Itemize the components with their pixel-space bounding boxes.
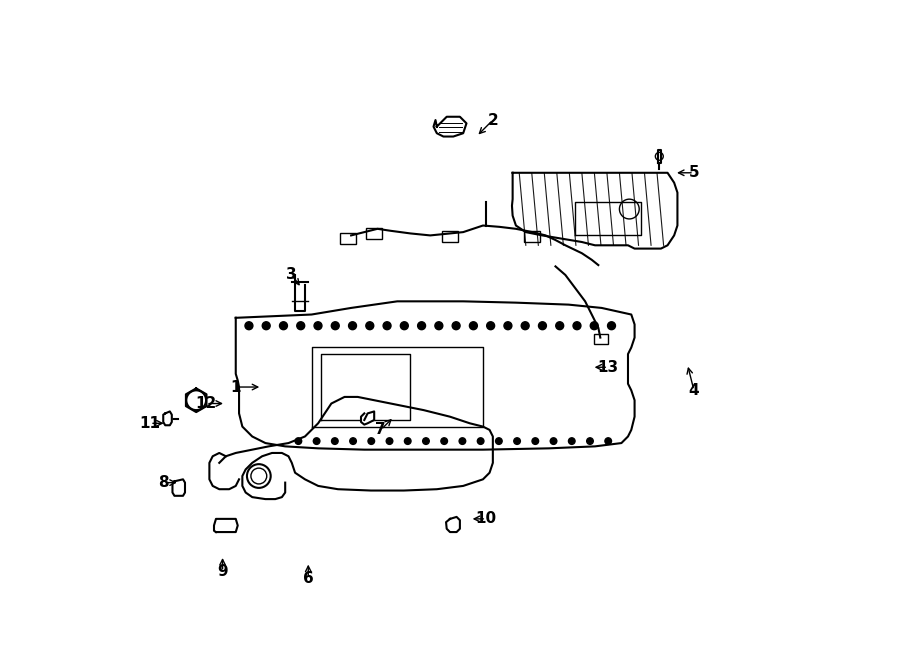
Text: 1: 1 [230,379,241,395]
Circle shape [314,322,322,330]
Circle shape [348,322,356,330]
Circle shape [605,438,611,444]
Circle shape [514,438,520,444]
Bar [366,228,382,239]
Circle shape [452,322,460,330]
Circle shape [590,322,598,330]
Circle shape [383,322,391,330]
Circle shape [386,438,392,444]
Polygon shape [434,117,466,136]
Circle shape [365,322,374,330]
Circle shape [297,322,305,330]
Circle shape [368,438,374,444]
Text: 2: 2 [488,113,499,128]
Text: 4: 4 [688,383,699,398]
Circle shape [573,322,580,330]
Polygon shape [163,411,172,425]
Text: 3: 3 [286,267,297,283]
Circle shape [262,322,270,330]
Text: 11: 11 [140,416,160,431]
Circle shape [608,322,616,330]
Bar [442,232,458,242]
Circle shape [313,438,320,444]
Text: 13: 13 [598,359,619,375]
Circle shape [538,322,546,330]
Circle shape [556,322,563,330]
Text: 12: 12 [195,396,217,411]
Circle shape [245,322,253,330]
Circle shape [532,438,538,444]
Circle shape [404,438,411,444]
Circle shape [295,438,302,444]
Circle shape [569,438,575,444]
Polygon shape [173,479,185,496]
Circle shape [470,322,477,330]
Circle shape [587,438,593,444]
Circle shape [435,322,443,330]
Bar [525,232,540,242]
Circle shape [477,438,484,444]
Polygon shape [361,411,374,424]
Circle shape [521,322,529,330]
Bar [594,334,608,344]
Text: 5: 5 [688,166,699,180]
Circle shape [504,322,512,330]
Circle shape [280,322,287,330]
Circle shape [400,322,409,330]
Circle shape [331,438,338,444]
Circle shape [423,438,429,444]
Circle shape [459,438,465,444]
Text: 9: 9 [217,564,228,579]
Circle shape [441,438,447,444]
Circle shape [550,438,557,444]
Polygon shape [446,517,460,532]
Circle shape [350,438,356,444]
Circle shape [496,438,502,444]
Text: 6: 6 [303,571,313,586]
Circle shape [331,322,339,330]
Text: 7: 7 [375,422,386,438]
Circle shape [487,322,495,330]
Polygon shape [214,519,238,532]
Bar [340,234,356,244]
Text: 8: 8 [158,475,168,490]
Text: 10: 10 [476,511,497,526]
Circle shape [418,322,426,330]
